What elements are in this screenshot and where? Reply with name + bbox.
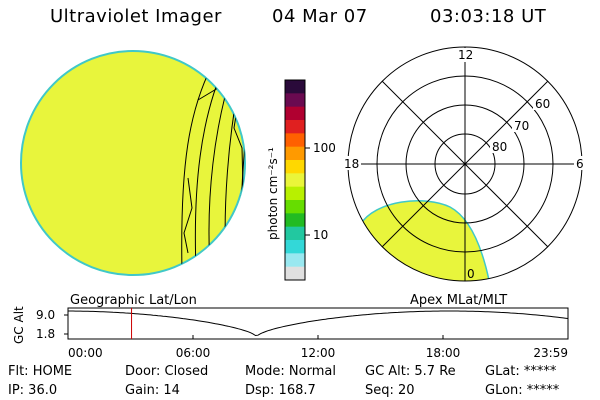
status-dsp: Dsp: 168.7 (245, 383, 316, 398)
status-ip: IP: 36.0 (8, 383, 58, 398)
colorbar-segment (285, 173, 305, 188)
status-glat: GLat: ***** (485, 364, 557, 379)
alt-xtick-label: 06:00 (176, 346, 211, 360)
status-gc-alt: GC Alt: 5.7 Re (365, 364, 456, 379)
mlt-label-0: 0 (467, 267, 475, 281)
alt-ylabel: GC Alt (12, 306, 26, 344)
alt-xtick-label: 18:00 (426, 346, 461, 360)
lat-label-60: 60 (535, 97, 550, 111)
status-seq: Seq: 20 (365, 383, 415, 398)
status-glon: GLon: ***** (485, 383, 560, 398)
alt-xtick-label: 00:00 (68, 346, 103, 360)
colorbar-segment (285, 200, 305, 214)
status-flt: Flt: HOME (8, 364, 73, 379)
colorbar-unit-label: photon cm⁻²s⁻¹ (266, 147, 280, 240)
colorbar-segment (285, 93, 305, 108)
colorbar-segment (285, 160, 305, 174)
apex-polar-plot: 12 18 6 0 60 70 80 (341, 46, 586, 282)
colorbar-segment (285, 253, 305, 268)
geographic-label: Geographic Lat/Lon (70, 293, 197, 308)
colorbar-segment (285, 266, 305, 281)
alt-xtick-label: 23:59 (533, 346, 568, 360)
mlt-label-6: 6 (576, 157, 584, 171)
alt-xtick-label: 12:00 (301, 346, 336, 360)
colorbar-segment (285, 106, 305, 121)
alt-ytick-top: 9.0 (36, 308, 55, 322)
colorbar-segment (285, 186, 305, 201)
header-title: Ultraviolet Imager (50, 6, 222, 27)
colorbar-segment (285, 226, 305, 241)
status-door: Door: Closed (125, 364, 209, 379)
header-date: 04 Mar 07 (272, 6, 368, 27)
alt-ytick-bottom: 1.8 (36, 327, 55, 341)
mlt-label-12: 12 (458, 48, 473, 62)
altitude-curve (68, 310, 569, 337)
apex-label: Apex MLat/MLT (410, 293, 508, 308)
colorbar-segment (285, 133, 305, 148)
status-gain: Gain: 14 (125, 383, 180, 398)
uv-disk-image (20, 50, 246, 276)
mlt-label-18: 18 (344, 157, 359, 171)
colorbar-segment (285, 213, 305, 228)
lat-label-80: 80 (492, 140, 507, 154)
disk-circle (20, 50, 246, 276)
colorbar-segment (285, 80, 305, 94)
colorbar-segment (285, 146, 305, 161)
colorbar-segment (285, 120, 305, 134)
status-mode: Mode: Normal (245, 364, 336, 379)
colorbar-tick-100: 100 (313, 141, 335, 155)
colorbar: 100 10 photon cm⁻²s⁻¹ (266, 79, 335, 281)
lat-label-70: 70 (514, 119, 529, 133)
polar-grid (347, 46, 583, 282)
altitude-plot: 9.0 1.8 GC Alt 00:00 06:00 12:00 18:00 23:59 (12, 306, 569, 360)
colorbar-segment (285, 240, 305, 254)
colorbar-tick-10: 10 (313, 228, 328, 242)
header-time: 03:03:18 UT (430, 6, 547, 27)
